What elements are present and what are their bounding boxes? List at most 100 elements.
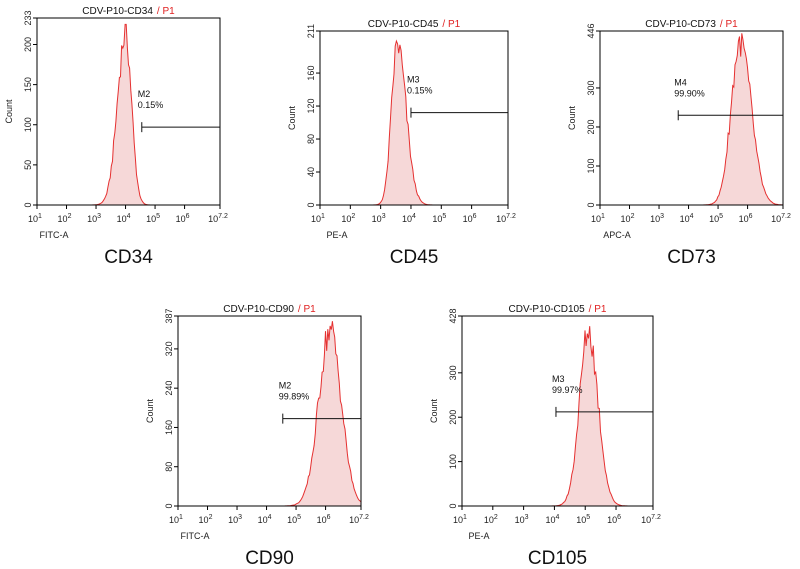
x-tick-exponent: 6: [473, 213, 477, 220]
x-tick-exponent: 4: [268, 514, 272, 521]
marker-name: M2: [138, 89, 151, 99]
x-tick-base: 10: [496, 214, 506, 224]
x-tick-base: 10: [28, 214, 38, 224]
x-tick-label: 106: [317, 514, 331, 525]
x-tick-base: 10: [317, 515, 327, 525]
y-axis-label: Count: [4, 99, 14, 124]
x-tick-label: 106: [607, 514, 621, 525]
x-tick-base: 10: [771, 214, 781, 224]
x-tick-label: 101: [169, 514, 183, 525]
y-tick-label: 0: [164, 503, 174, 508]
x-tick-base: 10: [402, 214, 412, 224]
x-tick-exponent: 3: [97, 213, 101, 220]
histogram-curve: [37, 23, 220, 206]
y-tick-label: 50: [23, 160, 33, 170]
y-tick-label: 387: [164, 308, 174, 323]
x-tick-label: 103: [87, 213, 101, 224]
x-tick-label: 105: [576, 514, 590, 525]
y-tick-label: 150: [23, 77, 33, 92]
x-tick-base: 10: [311, 214, 321, 224]
y-tick-label: 200: [23, 37, 33, 52]
y-tick-label: 80: [164, 462, 174, 472]
x-tick-exponent: 4: [412, 213, 416, 220]
x-axis-label: APC-A: [603, 230, 631, 240]
x-tick-exponent: 5: [719, 213, 723, 220]
plot-frame: [599, 30, 784, 206]
panel-title-text: CDV-P10-CD34: [82, 6, 153, 17]
y-tick-label: 100: [23, 117, 33, 132]
x-tick-label: 105: [709, 213, 723, 224]
y-tick-label: 0: [23, 202, 33, 207]
histogram-curve: [178, 321, 362, 507]
panel-caption: CD73: [667, 247, 716, 268]
y-tick-label: 160: [306, 66, 316, 81]
panel-title-text: CDV-P10-CD105: [509, 304, 586, 315]
panel-gate-label: / P1: [298, 304, 316, 315]
x-tick-label: 102: [484, 514, 498, 525]
y-tick-label: 40: [306, 167, 316, 177]
x-tick-exponent: 4: [127, 213, 131, 220]
x-tick-label: 106: [176, 213, 190, 224]
plot-frame: [461, 315, 654, 507]
x-tick-exponent: 5: [297, 514, 301, 521]
panel-title-text: CDV-P10-CD90: [223, 304, 294, 315]
x-tick-exponent: 2: [209, 514, 213, 521]
plot-frame: [36, 17, 221, 206]
x-tick-label: 104: [402, 213, 416, 224]
x-tick-exponent: 2: [631, 213, 635, 220]
y-tick-label: 160: [164, 420, 174, 435]
y-tick-label: 200: [448, 410, 458, 425]
y-tick-label: 211: [306, 24, 316, 38]
y-axis-label: Count: [287, 106, 297, 131]
x-tick-exponent: 1: [463, 514, 467, 521]
x-tick-base: 10: [463, 214, 473, 224]
x-tick-label: 102: [199, 514, 213, 525]
x-tick-label: 105: [287, 514, 301, 525]
x-tick-base: 10: [258, 515, 268, 525]
y-tick-label: 100: [586, 158, 596, 173]
marker-percent: 99.90%: [674, 88, 705, 98]
x-tick-label: 103: [515, 514, 529, 525]
x-tick-exponent: 7.2: [359, 514, 369, 521]
x-tick-label: 102: [58, 213, 72, 224]
x-tick-base: 10: [208, 214, 218, 224]
x-tick-base: 10: [58, 214, 68, 224]
x-tick-label: 106: [739, 213, 753, 224]
y-axis-label: Count: [567, 106, 577, 131]
panel-title-text: CDV-P10-CD45: [368, 19, 439, 30]
x-axis-label: FITC-A: [181, 531, 210, 541]
x-tick-base: 10: [117, 214, 127, 224]
marker-percent: 0.15%: [138, 100, 164, 110]
x-tick-exponent: 6: [617, 514, 621, 521]
x-tick-base: 10: [432, 214, 442, 224]
x-tick-exponent: 5: [442, 213, 446, 220]
x-tick-label: 104: [258, 514, 272, 525]
x-tick-exponent: 2: [68, 213, 72, 220]
x-tick-exponent: 6: [327, 514, 331, 521]
x-tick-base: 10: [621, 214, 631, 224]
x-tick-label: 101: [453, 514, 467, 525]
histogram-curve: [600, 33, 784, 206]
x-tick-exponent: 5: [586, 514, 590, 521]
y-tick-label: 0: [306, 202, 316, 207]
x-tick-base: 10: [87, 214, 97, 224]
panel-title-text: CDV-P10-CD73: [645, 19, 716, 30]
marker-percent: 99.89%: [279, 392, 310, 402]
panel-caption: CD105: [528, 548, 587, 569]
x-tick-base: 10: [515, 515, 525, 525]
x-tick-base: 10: [591, 214, 601, 224]
x-tick-exponent: 3: [238, 514, 242, 521]
x-tick-label: 104: [117, 213, 131, 224]
x-tick-base: 10: [228, 515, 238, 525]
y-tick-label: 320: [164, 341, 174, 356]
marker-name: M4: [674, 77, 687, 87]
plot-frame: [319, 30, 509, 206]
x-tick-base: 10: [650, 214, 660, 224]
y-tick-label: 0: [448, 503, 458, 508]
x-tick-exponent: 1: [38, 213, 42, 220]
y-tick-label: 0: [586, 202, 596, 207]
x-tick-label: 107.2: [208, 213, 228, 224]
